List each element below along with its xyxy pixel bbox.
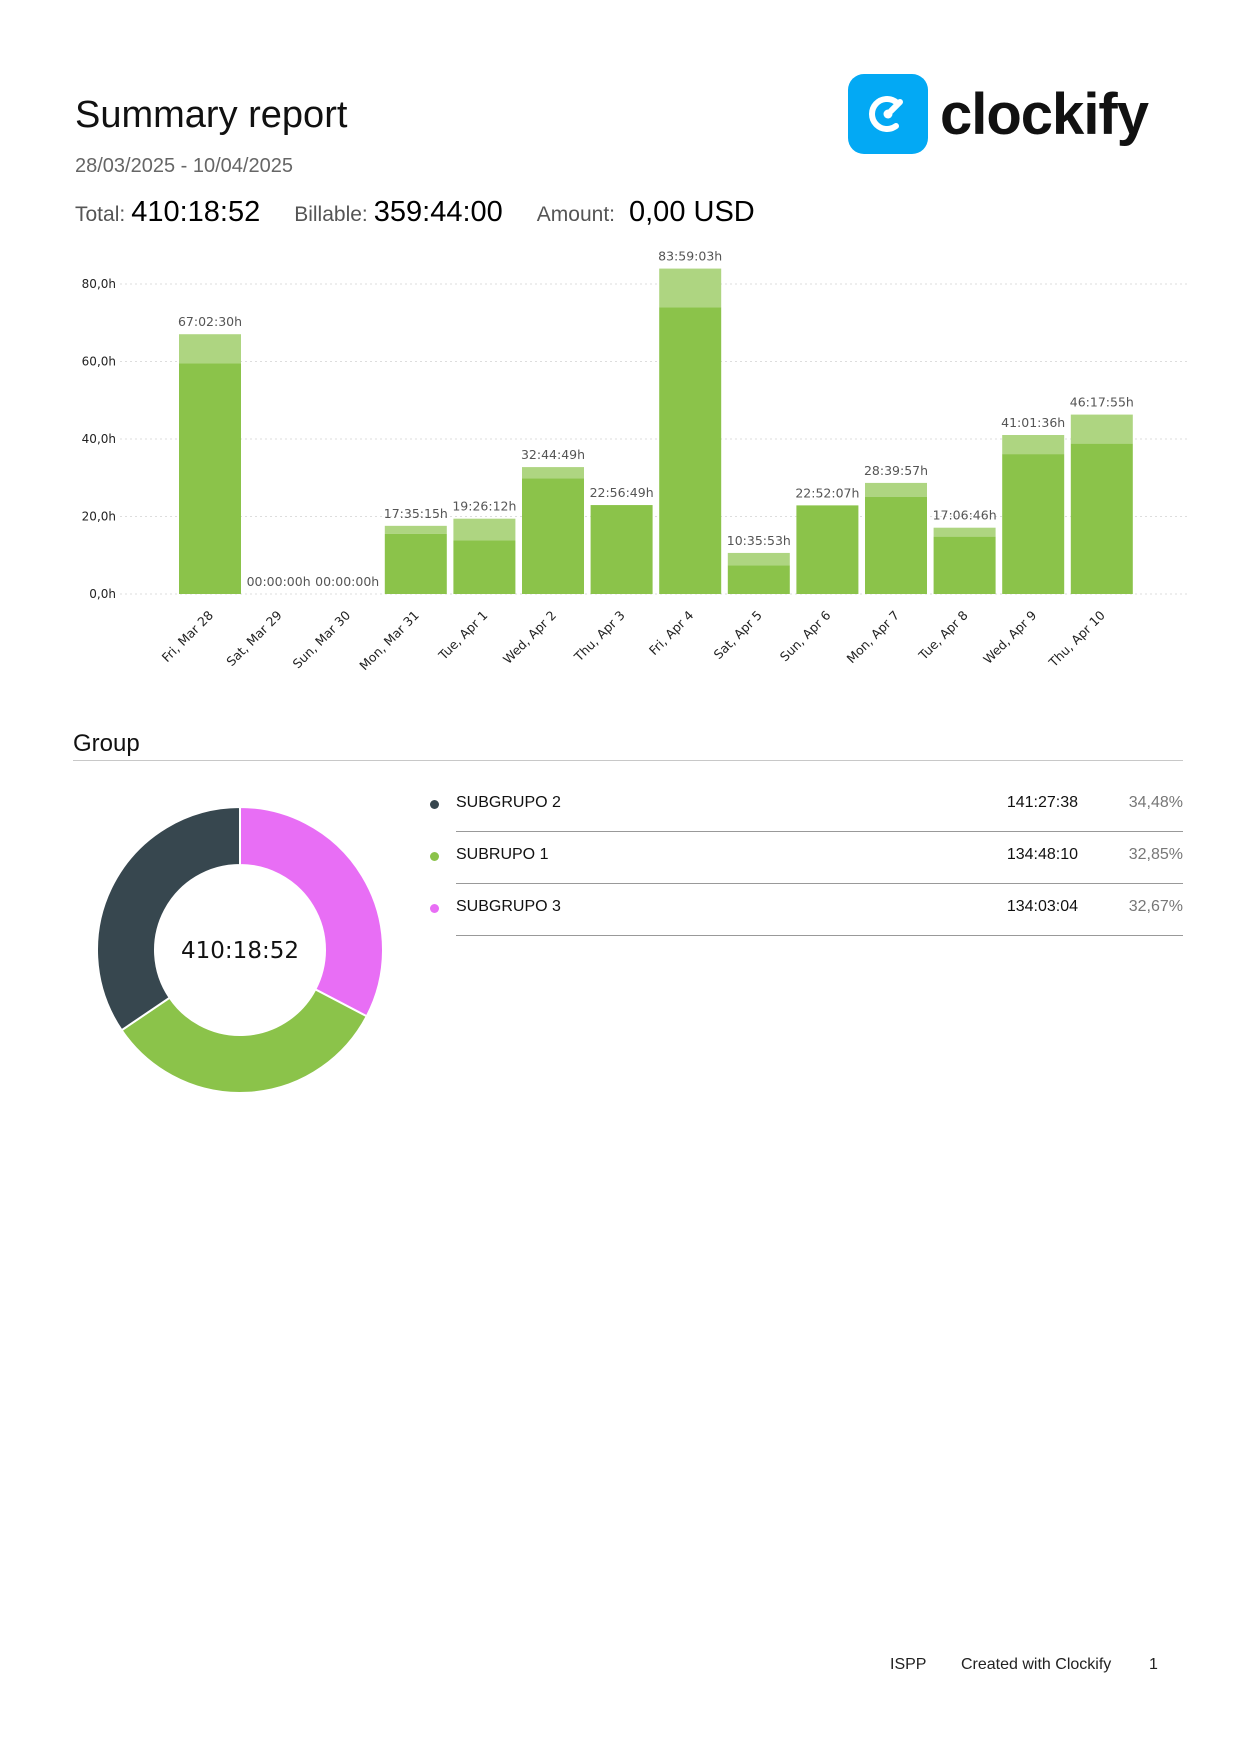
donut-slice (239, 805, 384, 1018)
group-donut-chart: 410:18:52 (96, 805, 384, 1094)
bar-non-billable (384, 525, 447, 534)
bar-non-billable (1070, 414, 1133, 444)
bar-value-label: 17:35:15h (384, 506, 448, 521)
billable-value: 359:44:00 (373, 196, 503, 228)
donut-center-total: 410:18:52 (181, 938, 299, 964)
total-value: 410:18:52 (131, 196, 261, 228)
legend-dot (430, 904, 439, 913)
bar-non-billable (727, 552, 790, 566)
footer-page-number: 1 (1149, 1656, 1158, 1673)
legend-row: SUBGRUPO 2 141:27:38 34,48% (428, 780, 1183, 832)
y-tick-label: 20,0h (82, 510, 116, 524)
group-section-title: Group (73, 730, 140, 757)
group-percent: 32,67% (1128, 898, 1183, 915)
group-name: SUBGRUPO 3 (456, 898, 561, 915)
amount-value: 0,00 USD (629, 196, 755, 228)
billable-label: Billable: (294, 203, 368, 226)
row-divider (456, 883, 1183, 884)
clockify-logo-icon (848, 74, 928, 154)
x-tick-label: Mon, Mar 31 (356, 608, 422, 674)
x-tick-label: Thu, Apr 3 (570, 608, 627, 665)
bar-value-label: 19:26:12h (452, 499, 516, 514)
bar-billable (453, 540, 516, 594)
bar-billable (659, 307, 722, 594)
bar-billable (179, 363, 241, 594)
bar-non-billable (1002, 435, 1065, 455)
x-tick-label: Sun, Mar 30 (290, 607, 354, 671)
x-tick-label: Thu, Apr 10 (1045, 607, 1108, 670)
bar-value-label: 46:17:55h (1070, 395, 1134, 410)
legend-dot (430, 800, 439, 809)
x-tick-label: Sun, Apr 6 (777, 607, 834, 664)
bar-billable (384, 533, 447, 594)
bar-value-label: 00:00:00h (315, 574, 379, 589)
group-divider (73, 760, 1183, 761)
group-duration: 134:48:10 (1006, 846, 1078, 863)
x-tick-label: Sat, Apr 5 (710, 608, 764, 662)
bar-billable (590, 505, 653, 594)
bar-value-label: 67:02:30h (178, 314, 242, 329)
footer-workspace: ISPP (890, 1656, 927, 1673)
donut-slice (96, 805, 241, 1032)
bar-value-label: 22:52:07h (795, 485, 859, 500)
amount-label: Amount: (536, 203, 615, 226)
bar-billable (1002, 454, 1065, 594)
group-name: SUBGRUPO 2 (456, 794, 561, 811)
row-divider (456, 831, 1183, 832)
group-duration: 134:03:04 (1006, 898, 1078, 915)
bar-value-label: 41:01:36h (1001, 415, 1065, 430)
bar-non-billable (179, 334, 241, 364)
bar-billable (1070, 443, 1133, 594)
y-tick-label: 40,0h (82, 432, 116, 446)
bar-non-billable (933, 527, 996, 537)
totals-bar: Total: 410:18:52 Billable: 359:44:00 Amo… (75, 196, 789, 229)
x-tick-label: Fri, Apr 4 (646, 607, 697, 658)
x-tick-label: Wed, Apr 9 (980, 607, 1039, 666)
report-title: Summary report (75, 94, 348, 136)
bar-billable (796, 505, 859, 594)
bar-billable (727, 565, 790, 594)
x-tick-label: Wed, Apr 2 (500, 608, 559, 667)
row-divider (456, 935, 1183, 936)
group-percent: 34,48% (1128, 794, 1183, 811)
group-name: SUBRUPO 1 (456, 846, 549, 863)
bar-billable (933, 536, 996, 594)
legend-row: SUBRUPO 1 134:48:10 32,85% (428, 832, 1183, 884)
bar-value-label: 22:56:49h (590, 485, 654, 500)
bar-value-label: 83:59:03h (658, 249, 722, 264)
y-tick-label: 60,0h (82, 355, 116, 369)
x-tick-label: Mon, Apr 7 (844, 608, 903, 667)
group-legend: SUBGRUPO 2 141:27:38 34,48% SUBRUPO 1 13… (428, 780, 1183, 936)
donut-slice (120, 988, 369, 1094)
y-tick-label: 80,0h (82, 277, 116, 291)
bar-value-label: 00:00:00h (247, 574, 311, 589)
footer-created-with: Created with Clockify (961, 1656, 1112, 1673)
bar-value-label: 10:35:53h (727, 533, 791, 548)
x-tick-label: Sat, Mar 29 (223, 607, 284, 668)
y-tick-label: 0,0h (89, 587, 116, 601)
bar-non-billable (659, 268, 722, 308)
x-tick-label: Fri, Mar 28 (159, 607, 217, 665)
clockify-logo: clockify (848, 74, 1149, 154)
x-tick-label: Tue, Apr 8 (915, 607, 971, 663)
legend-dot (430, 852, 439, 861)
group-duration: 141:27:38 (1006, 794, 1078, 811)
daily-hours-bar-chart: 0,0h 20,0h 40,0h 60,0h 80,0h 67:02:30h Fri, Ma… (82, 249, 1188, 674)
bar-value-label: 32:44:49h (521, 447, 585, 462)
bar-billable (522, 478, 584, 594)
bar-billable (865, 496, 927, 594)
x-tick-label: Tue, Apr 1 (435, 608, 491, 664)
total-label: Total: (75, 203, 126, 226)
group-percent: 32,85% (1128, 846, 1183, 863)
bar-non-billable (453, 518, 516, 541)
bar-value-label: 17:06:46h (933, 508, 997, 523)
legend-row: SUBGRUPO 3 134:03:04 32,67% (428, 884, 1183, 936)
bar-non-billable (522, 467, 584, 479)
date-range: 28/03/2025 - 10/04/2025 (75, 155, 293, 177)
bar-value-label: 28:39:57h (864, 463, 928, 478)
clockify-wordmark: clockify (940, 81, 1149, 147)
bar-non-billable (865, 482, 927, 497)
